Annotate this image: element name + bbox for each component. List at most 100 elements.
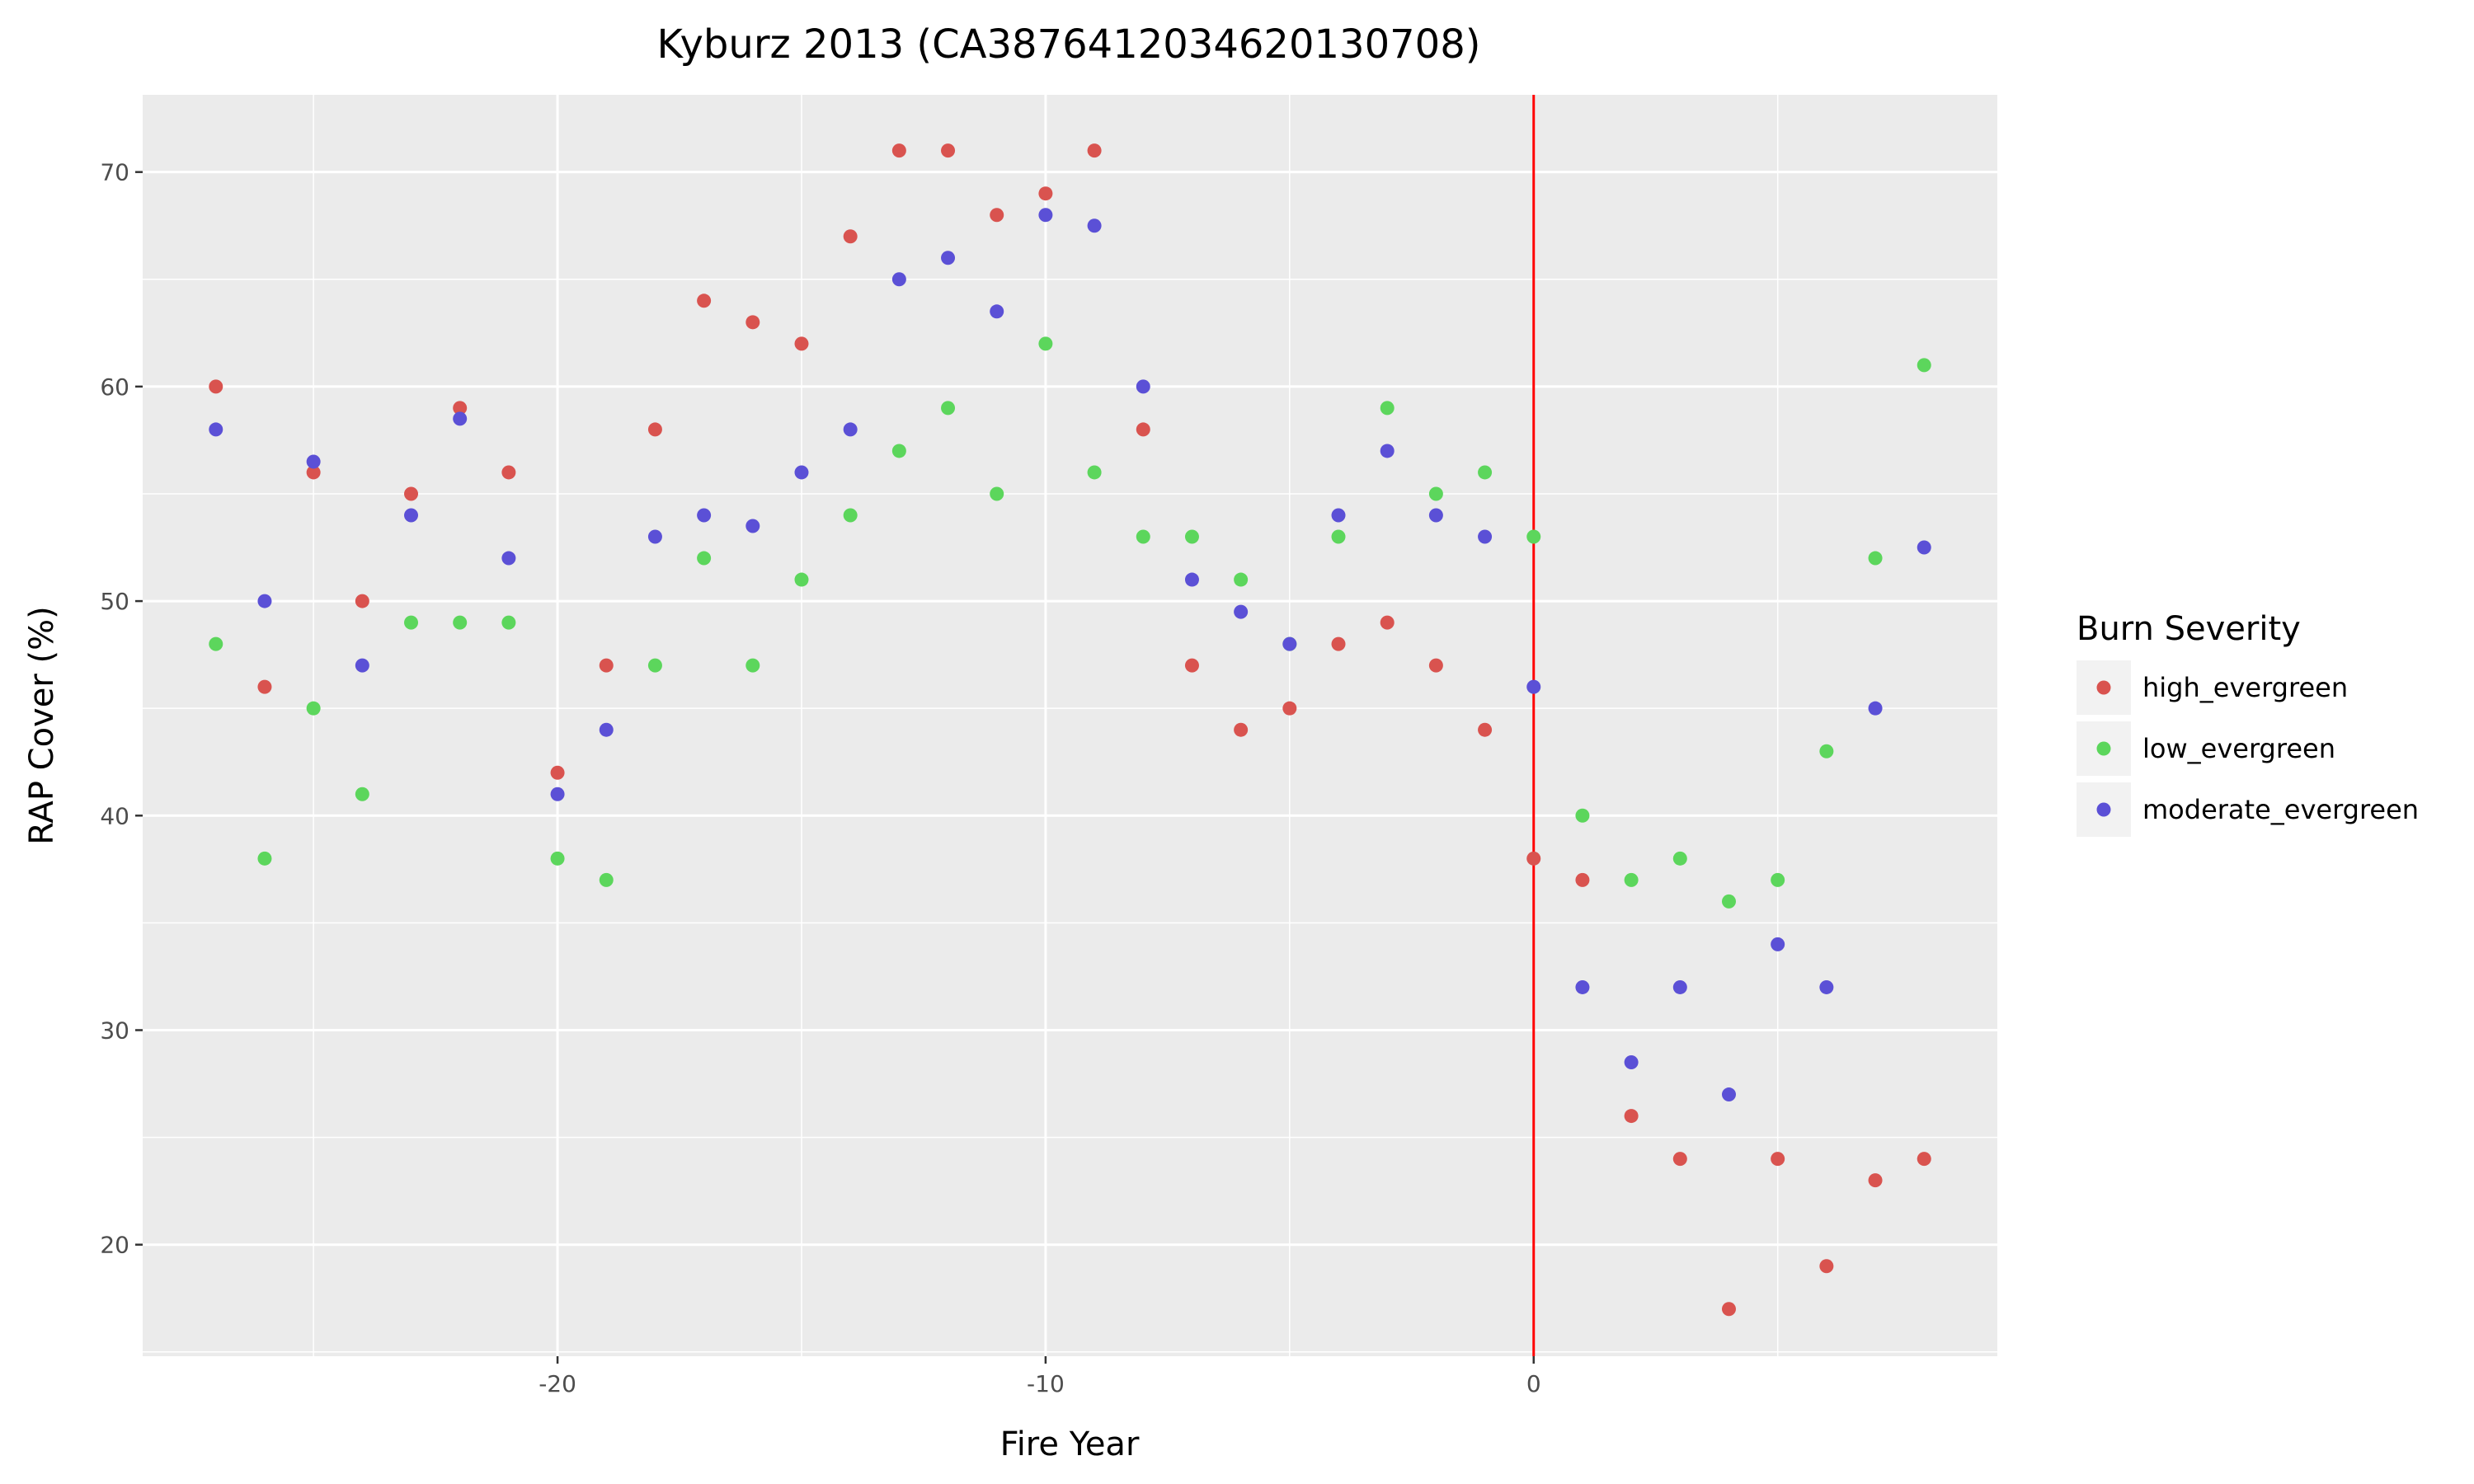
point-high_evergreen (1136, 422, 1150, 437)
y-tick-label: 70 (100, 159, 129, 186)
point-low_evergreen (355, 787, 369, 801)
y-tick-label: 50 (100, 588, 129, 615)
legend-swatch-low_evergreen (2096, 741, 2111, 756)
point-low_evergreen (1721, 894, 1736, 909)
point-moderate_evergreen (1038, 208, 1053, 223)
point-low_evergreen (941, 401, 956, 416)
point-high_evergreen (1282, 701, 1297, 716)
point-moderate_evergreen (1575, 979, 1590, 994)
point-low_evergreen (550, 851, 565, 866)
point-high_evergreen (1478, 722, 1493, 737)
point-moderate_evergreen (1282, 636, 1297, 651)
point-high_evergreen (1380, 615, 1395, 630)
point-high_evergreen (257, 679, 272, 694)
point-moderate_evergreen (355, 658, 369, 673)
point-moderate_evergreen (257, 594, 272, 608)
point-low_evergreen (647, 658, 662, 673)
x-tick-label: -10 (1027, 1370, 1065, 1397)
point-high_evergreen (891, 143, 906, 158)
point-low_evergreen (1087, 465, 1102, 480)
point-moderate_evergreen (550, 787, 565, 801)
point-moderate_evergreen (794, 465, 809, 480)
point-low_evergreen (404, 615, 419, 630)
point-high_evergreen (843, 229, 858, 244)
point-low_evergreen (1184, 529, 1199, 544)
point-high_evergreen (1721, 1302, 1736, 1317)
y-tick-label: 40 (100, 802, 129, 829)
point-high_evergreen (1672, 1152, 1687, 1167)
point-moderate_evergreen (990, 304, 1004, 319)
point-moderate_evergreen (1917, 540, 1931, 555)
y-axis-title: RAP Cover (%) (23, 606, 61, 844)
plot-panel (143, 95, 1997, 1356)
point-moderate_evergreen (1380, 444, 1395, 458)
chart-title: Kyburz 2013 (CA3876412034620130708) (657, 21, 1481, 68)
grid-major (143, 95, 1997, 1356)
point-moderate_evergreen (941, 251, 956, 265)
point-moderate_evergreen (1478, 529, 1493, 544)
point-low_evergreen (1672, 851, 1687, 866)
point-moderate_evergreen (306, 454, 321, 469)
x-axis-ticks: -20 -10 0 (539, 1356, 1541, 1397)
point-moderate_evergreen (1136, 379, 1150, 394)
point-low_evergreen (1624, 872, 1639, 887)
point-low_evergreen (1917, 358, 1931, 373)
point-high_evergreen (453, 401, 468, 416)
point-low_evergreen (599, 872, 614, 887)
point-moderate_evergreen (1672, 979, 1687, 994)
point-moderate_evergreen (1526, 679, 1541, 694)
point-low_evergreen (1331, 529, 1346, 544)
y-tick-label: 30 (100, 1017, 129, 1044)
data-points (209, 143, 1931, 1317)
point-moderate_evergreen (1868, 701, 1883, 716)
point-low_evergreen (257, 851, 272, 866)
legend-swatch-moderate_evergreen (2096, 802, 2111, 817)
point-high_evergreen (647, 422, 662, 437)
point-moderate_evergreen (1771, 937, 1785, 951)
point-high_evergreen (306, 465, 321, 480)
point-high_evergreen (1575, 872, 1590, 887)
point-low_evergreen (1478, 465, 1493, 480)
point-low_evergreen (501, 615, 516, 630)
point-moderate_evergreen (1624, 1055, 1639, 1070)
point-high_evergreen (599, 658, 614, 673)
point-moderate_evergreen (647, 529, 662, 544)
point-low_evergreen (1819, 744, 1834, 758)
y-axis-ticks: 20 30 40 50 60 70 (100, 159, 143, 1259)
point-high_evergreen (1234, 722, 1249, 737)
point-high_evergreen (794, 336, 809, 351)
point-low_evergreen (1136, 529, 1150, 544)
point-low_evergreen (990, 486, 1004, 501)
point-moderate_evergreen (745, 519, 760, 533)
point-high_evergreen (1868, 1173, 1883, 1188)
point-low_evergreen (1234, 572, 1249, 587)
point-high_evergreen (1819, 1259, 1834, 1274)
point-high_evergreen (1624, 1109, 1639, 1124)
point-low_evergreen (209, 636, 223, 651)
point-low_evergreen (1428, 486, 1443, 501)
point-moderate_evergreen (1721, 1087, 1736, 1102)
point-high_evergreen (1526, 851, 1541, 866)
point-low_evergreen (453, 615, 468, 630)
point-moderate_evergreen (453, 411, 468, 426)
legend-title: Burn Severity (2077, 610, 2301, 648)
x-tick-label: -20 (539, 1370, 576, 1397)
point-high_evergreen (1038, 186, 1053, 201)
point-high_evergreen (1331, 636, 1346, 651)
y-tick-label: 60 (100, 373, 129, 401)
point-moderate_evergreen (1819, 979, 1834, 994)
point-moderate_evergreen (501, 551, 516, 566)
point-low_evergreen (843, 508, 858, 523)
point-high_evergreen (697, 294, 712, 308)
legend-label: moderate_evergreen (2142, 794, 2419, 825)
point-high_evergreen (941, 143, 956, 158)
point-low_evergreen (1771, 872, 1785, 887)
point-moderate_evergreen (1331, 508, 1346, 523)
point-low_evergreen (1380, 401, 1395, 416)
point-moderate_evergreen (599, 722, 614, 737)
point-moderate_evergreen (404, 508, 419, 523)
point-moderate_evergreen (697, 508, 712, 523)
point-high_evergreen (1087, 143, 1102, 158)
point-low_evergreen (794, 572, 809, 587)
